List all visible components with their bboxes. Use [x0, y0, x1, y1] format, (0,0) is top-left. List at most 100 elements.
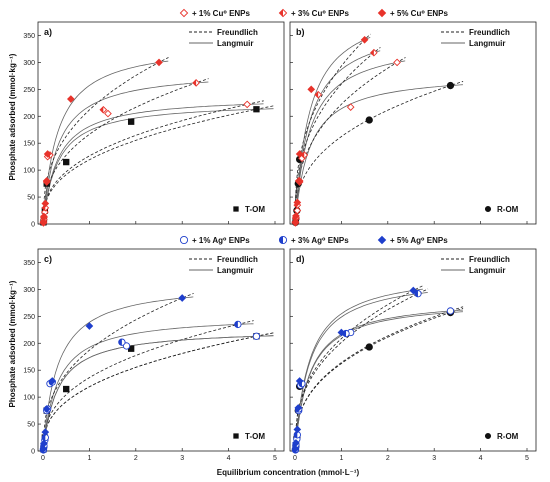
sample-label: R-OM	[497, 432, 519, 441]
freundlich-curve	[294, 288, 429, 437]
freundlich-curve	[42, 332, 274, 443]
data-point	[294, 404, 303, 412]
freundlich-legend-label: Freundlich	[469, 28, 510, 37]
data-point	[365, 343, 373, 351]
x-tick-label: 5	[273, 455, 277, 462]
data-point	[446, 81, 455, 90]
model-curves	[294, 33, 464, 224]
y-tick-label: 250	[23, 87, 35, 94]
data-point	[104, 109, 112, 118]
legend-marker-1	[179, 8, 189, 18]
freundlich-legend-label: Freundlich	[469, 255, 510, 264]
y-tick-label: 50	[27, 422, 35, 429]
x-tick-label: 4	[227, 455, 231, 462]
data-point	[99, 105, 108, 114]
data-point	[43, 150, 52, 158]
freundlich-curve	[294, 285, 424, 437]
x-tick-label: 2	[386, 455, 390, 462]
x-tick-label: 1	[87, 455, 91, 462]
data-point	[291, 218, 300, 226]
freundlich-curve	[42, 320, 254, 442]
data-point	[253, 106, 260, 113]
data-point	[40, 212, 48, 221]
data-point	[48, 377, 57, 385]
panel-frame	[37, 21, 285, 225]
sample-marker	[484, 432, 492, 440]
data-point	[337, 328, 346, 337]
legend-label-2: + 3% Cu⁰ ENPs	[291, 9, 350, 18]
freundlich-curve	[294, 47, 381, 206]
legend-marker-2	[278, 8, 288, 18]
x-tick-label: 1	[339, 455, 343, 462]
legend-label-1: + 1% Cu⁰ ENPs	[192, 9, 251, 18]
model-legend: Freundlich Langmuir	[189, 28, 258, 48]
series-3	[39, 79, 200, 227]
series-4	[39, 58, 163, 226]
sample-label: R-OM	[497, 205, 519, 214]
panel-c: 0 50 100 150 200 250 300 350 0 1 2 3 4 5 c) Freundlich L…	[23, 248, 285, 462]
y-tick-label: 200	[23, 341, 35, 348]
x-tick-label: 5	[525, 455, 529, 462]
data-point	[39, 218, 48, 226]
data-point	[314, 90, 323, 99]
langmuir-curve	[42, 323, 254, 451]
y-axis-label-top: Phosphate adsorbed (mmol·kg⁻¹)	[8, 53, 17, 180]
top-legend-ag: + 1% Ag⁰ ENPs + 3% Ag⁰ ENPs + 5% Ag⁰ ENPs	[179, 235, 448, 245]
y-axis-label-bottom: Phosphate adsorbed (mmol·kg⁻¹)	[8, 280, 17, 407]
sample-marker	[233, 206, 239, 212]
y-tick-label: 100	[23, 395, 35, 402]
data-point	[393, 58, 401, 67]
series-3	[291, 290, 422, 454]
langmuir-curve	[294, 37, 371, 224]
langmuir-legend-label: Langmuir	[217, 266, 253, 275]
freundlich-curve	[42, 105, 274, 216]
data-point	[295, 377, 304, 385]
freundlich-curve	[294, 308, 464, 440]
x-tick-label: 3	[180, 455, 184, 462]
data-point	[178, 294, 187, 302]
data-point	[414, 290, 422, 298]
y-tick-label: 300	[23, 287, 35, 294]
x-tick-label: 3	[432, 455, 436, 462]
data-point	[40, 439, 48, 448]
langmuir-curve	[42, 108, 274, 224]
series-1	[40, 106, 260, 226]
data-point	[294, 177, 303, 185]
series-4	[291, 286, 418, 453]
freundlich-curve	[42, 293, 194, 438]
data-point	[295, 150, 304, 158]
data-point	[292, 212, 300, 220]
data-point	[39, 445, 48, 453]
langmuir-curve	[294, 292, 428, 451]
data-point	[85, 322, 94, 330]
panel-label: b)	[296, 27, 305, 37]
freundlich-curve	[294, 57, 406, 209]
legend-label-3: + 5% Cu⁰ ENPs	[390, 9, 449, 18]
data-point	[307, 85, 316, 94]
data-point	[127, 118, 135, 125]
langmuir-curve	[42, 296, 194, 451]
series-4	[291, 35, 369, 226]
data-point	[42, 177, 51, 185]
sample-marker	[233, 433, 239, 439]
model-legend: Freundlich Langmuir	[189, 255, 258, 275]
model-legend: Freundlich Langmuir	[441, 255, 510, 275]
langmuir-curve	[294, 84, 463, 224]
langmuir-curve	[42, 335, 274, 451]
legend-marker-1	[179, 235, 189, 245]
y-tick-label: 150	[23, 368, 35, 375]
sample-label: T-OM	[245, 205, 265, 214]
data-point	[63, 158, 70, 166]
y-tick-label: 50	[27, 195, 35, 202]
data-point	[155, 58, 163, 67]
x-tick-label: 2	[134, 455, 138, 462]
y-tick-label: 250	[23, 314, 35, 321]
langmuir-curve	[294, 309, 463, 451]
data-point	[360, 35, 369, 44]
data-point	[293, 425, 302, 434]
series-1	[40, 333, 260, 453]
series-2	[291, 58, 401, 227]
model-curves	[42, 293, 274, 451]
data-point	[192, 79, 200, 87]
